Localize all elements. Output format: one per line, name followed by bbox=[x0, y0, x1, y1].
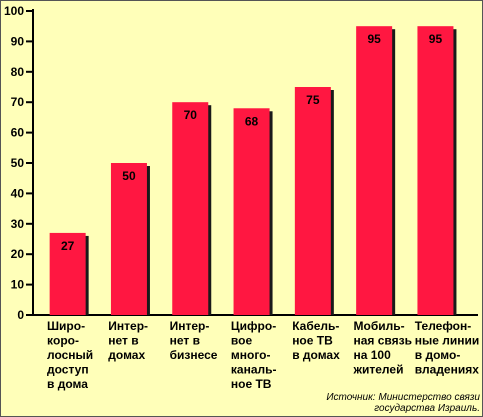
bars: 27 50 70 68 75 95 95 bbox=[49, 26, 457, 315]
y-tick-label: 30 bbox=[11, 217, 25, 231]
bar-value-label: 50 bbox=[122, 169, 136, 183]
category-label: Интер-нет в домах bbox=[108, 319, 148, 362]
category-label: Цифро-вое много-каналь-ное ТВ bbox=[231, 319, 277, 391]
category-label-line: Телефон- bbox=[415, 319, 471, 333]
category-label: Кабель-ное ТВ в домах bbox=[292, 319, 340, 362]
y-tick-label: 50 bbox=[11, 156, 25, 170]
bar bbox=[356, 26, 393, 315]
source-line: государства Израиль. bbox=[374, 403, 480, 414]
category-label-line: доступ bbox=[47, 363, 89, 377]
category-label-line: ное ТВ bbox=[292, 334, 333, 348]
bar bbox=[233, 108, 270, 315]
category-label-line: домах bbox=[108, 348, 145, 362]
bar-value-label: 95 bbox=[367, 32, 381, 46]
bar bbox=[49, 232, 86, 315]
category-label-line: ные линии bbox=[415, 334, 480, 348]
y-tick-label: 100 bbox=[4, 4, 24, 18]
y-axis-ticks: 0 10 20 30 40 50 60 70 80 90 100 bbox=[4, 4, 33, 322]
y-tick-label: 20 bbox=[11, 247, 25, 261]
category-label-line: Интер- bbox=[108, 319, 148, 333]
y-tick-label: 10 bbox=[11, 278, 25, 292]
category-label-line: кopo- bbox=[47, 334, 79, 348]
bar bbox=[110, 163, 147, 315]
category-label-line: жителей bbox=[353, 363, 404, 377]
source-note: Источник: Министерство связигосударства … bbox=[326, 392, 480, 414]
category-label: Широ-кopo-лосный доступ в дома bbox=[47, 319, 93, 391]
category-label-line: в домо- bbox=[415, 348, 461, 362]
bar bbox=[294, 87, 331, 315]
y-tick-label: 0 bbox=[17, 308, 24, 322]
category-label-line: в домах bbox=[292, 348, 340, 362]
bar-value-label: 27 bbox=[61, 239, 75, 253]
y-tick-label: 90 bbox=[11, 34, 25, 48]
category-label-line: ная связь bbox=[354, 334, 413, 348]
y-tick-label: 80 bbox=[11, 65, 25, 79]
bar-value-label: 95 bbox=[429, 32, 443, 46]
bar bbox=[172, 102, 209, 315]
category-label-line: Интер- bbox=[170, 319, 210, 333]
y-tick-label: 40 bbox=[11, 186, 25, 200]
category-label-line: нет в bbox=[108, 334, 138, 348]
bar bbox=[417, 26, 454, 315]
category-label: Телефон-ные линии в домо-владениях bbox=[415, 319, 480, 377]
category-label-line: ное ТВ bbox=[231, 377, 272, 391]
bar-value-label: 70 bbox=[184, 108, 198, 122]
category-label-line: в дома bbox=[47, 377, 88, 391]
category-label-line: нет в bbox=[170, 334, 200, 348]
category-label-line: на 100 bbox=[354, 348, 392, 362]
category-label-line: много- bbox=[231, 348, 271, 362]
category-label-line: каналь- bbox=[231, 363, 277, 377]
y-tick-label: 60 bbox=[11, 126, 25, 140]
category-label-line: Цифро- bbox=[231, 319, 276, 333]
category-label: Интер-нет в бизнесе bbox=[170, 319, 218, 362]
category-label-line: Мобиль- bbox=[354, 319, 405, 333]
category-label-line: Кабель- bbox=[292, 319, 339, 333]
category-label-line: владениях bbox=[415, 363, 479, 377]
category-label-line: Широ- bbox=[47, 319, 85, 333]
source-line: Источник: Министерство связи bbox=[326, 392, 480, 403]
bar-value-label: 75 bbox=[306, 93, 320, 107]
category-label-line: бизнесе bbox=[170, 348, 218, 362]
category-label-line: вое bbox=[231, 334, 253, 348]
y-tick-label: 70 bbox=[11, 95, 25, 109]
category-label-line: лосный bbox=[47, 348, 93, 362]
bar-value-label: 68 bbox=[245, 114, 259, 128]
category-label: Мобиль-ная связь на 100 жителей bbox=[353, 319, 413, 377]
